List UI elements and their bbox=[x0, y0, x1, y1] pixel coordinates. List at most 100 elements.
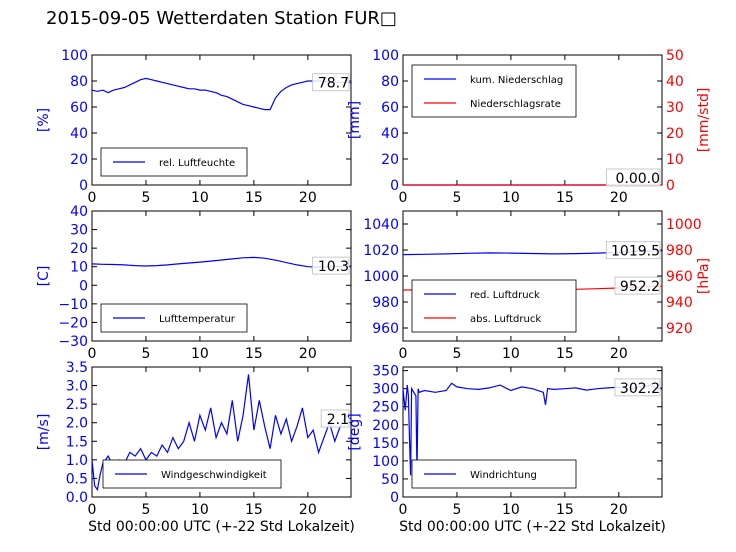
pressure-y2-tick-label: 960 bbox=[666, 269, 693, 285]
pressure-y2-tick-label: 1000 bbox=[666, 217, 702, 233]
temperature-x-tick-label: 10 bbox=[191, 346, 209, 362]
wind-speed-y-tick-label: 0.0 bbox=[66, 490, 88, 506]
precipitation-y2-tick-label: 50 bbox=[666, 48, 684, 64]
wind-speed-annotation: 2.1 bbox=[327, 412, 349, 428]
precipitation-annotation: 0.00.0 bbox=[615, 171, 660, 187]
wind-direction-series-line-0 bbox=[402, 382, 663, 476]
pressure-legend-label: abs. Luftdruck bbox=[470, 314, 541, 325]
humidity-x-tick-label: 20 bbox=[299, 190, 317, 206]
temperature-y-tick-label: 40 bbox=[70, 204, 88, 220]
pressure-legend-box bbox=[411, 279, 577, 333]
pressure-x-tick-label: 5 bbox=[452, 346, 461, 362]
precipitation-y-axis-label: [mm] bbox=[347, 101, 363, 139]
wind-speed-y-tick-label: 2.5 bbox=[66, 397, 88, 413]
humidity-x-tick-label: 5 bbox=[141, 190, 150, 206]
wind-speed-annotation-box bbox=[320, 409, 350, 428]
precipitation-y-tick-label: 60 bbox=[381, 100, 399, 116]
wind-direction-x-tick-label: 20 bbox=[610, 502, 628, 518]
wind-speed-x-tick-label: 20 bbox=[299, 502, 317, 518]
precipitation-x-tick-label: 0 bbox=[399, 190, 408, 206]
temperature-annotation: 10.3 bbox=[318, 259, 349, 275]
precipitation-y-tick-label: 100 bbox=[372, 48, 399, 64]
temperature-y-tick-label: −30 bbox=[58, 334, 88, 350]
pressure-y2-tick-label: 940 bbox=[666, 295, 693, 311]
precipitation-y-tick-label: 20 bbox=[381, 152, 399, 168]
humidity-x-tick-label: 0 bbox=[88, 190, 97, 206]
pressure-y-tick-label: 1040 bbox=[363, 217, 399, 233]
wind-speed-y-axis-label: [m/s] bbox=[36, 414, 52, 451]
wind-direction-y-axis-label: [deg] bbox=[347, 413, 363, 450]
humidity-y-tick-label: 40 bbox=[70, 126, 88, 142]
wind-direction-annotation: 302.2 bbox=[620, 381, 660, 397]
precipitation-y2-tick-label: 40 bbox=[666, 74, 684, 90]
temperature-x-tick-label: 20 bbox=[299, 346, 317, 362]
wind-direction-legend-label: Windrichtung bbox=[470, 470, 537, 481]
precipitation-y-tick-label: 80 bbox=[381, 74, 399, 90]
humidity-annotation: 78.7 bbox=[318, 76, 349, 92]
temperature-y-tick-label: 20 bbox=[70, 241, 88, 257]
humidity-y-tick-label: 20 bbox=[70, 152, 88, 168]
humidity-x-tick-label: 10 bbox=[191, 190, 209, 206]
pressure-y-tick-label: 960 bbox=[372, 321, 399, 337]
temperature-y-tick-label: −20 bbox=[58, 315, 88, 331]
wind-direction-x-axis-label: Std 00:00:00 UTC (+-22 Std Lokalzeit) bbox=[399, 519, 666, 535]
pressure-y2-axis-label: [hPa] bbox=[696, 258, 712, 294]
humidity-y-axis-label: [%] bbox=[36, 108, 52, 132]
pressure-y-tick-label: 1000 bbox=[363, 269, 399, 285]
wind-speed-y-tick-label: 3.5 bbox=[66, 360, 88, 376]
precipitation-legend-label: kum. Niederschlag bbox=[470, 75, 563, 86]
wind-direction-y-tick-label: 200 bbox=[372, 418, 399, 434]
pressure-annotation: 1019.5 bbox=[611, 244, 660, 260]
precipitation-y2-tick-label: 20 bbox=[666, 126, 684, 142]
humidity-x-tick-label: 15 bbox=[245, 190, 263, 206]
temperature-y-tick-label: 30 bbox=[70, 223, 88, 239]
wind-speed-x-tick-label: 0 bbox=[88, 502, 97, 518]
figure-title: 2015-09-05 Wetterdaten Station FUR□ bbox=[46, 8, 397, 29]
temperature-x-tick-label: 0 bbox=[88, 346, 97, 362]
pressure-annotation-box bbox=[614, 276, 661, 295]
temperature-x-tick-label: 5 bbox=[141, 346, 150, 362]
wind-direction-y-tick-label: 100 bbox=[372, 454, 399, 470]
wind-speed-y-tick-label: 3.0 bbox=[66, 379, 88, 395]
precipitation-y-tick-label: 40 bbox=[381, 126, 399, 142]
humidity-y-tick-label: 60 bbox=[70, 100, 88, 116]
wind-speed-y-tick-label: 2.0 bbox=[66, 416, 88, 432]
pressure-x-tick-label: 0 bbox=[399, 346, 408, 362]
wind-direction-x-tick-label: 15 bbox=[556, 502, 574, 518]
temperature-x-tick-label: 15 bbox=[245, 346, 263, 362]
pressure-x-tick-label: 20 bbox=[610, 346, 628, 362]
wind-direction-x-tick-label: 5 bbox=[452, 502, 461, 518]
temperature-annotation-box bbox=[312, 256, 350, 275]
wind-direction-annotation-box bbox=[614, 378, 661, 397]
precipitation-x-tick-label: 15 bbox=[556, 190, 574, 206]
wind-direction-x-tick-label: 0 bbox=[399, 502, 408, 518]
precipitation-legend-box bbox=[411, 64, 577, 118]
precipitation-y-tick-label: 0 bbox=[390, 178, 399, 194]
wind-direction-x-tick-label: 10 bbox=[502, 502, 520, 518]
humidity-series-line-0 bbox=[91, 77, 352, 111]
humidity-y-tick-label: 0 bbox=[79, 178, 88, 194]
pressure-y-tick-label: 980 bbox=[372, 295, 399, 311]
precipitation-y2-tick-label: 10 bbox=[666, 152, 684, 168]
temperature-y-tick-label: 10 bbox=[70, 260, 88, 276]
humidity-y-tick-label: 80 bbox=[70, 74, 88, 90]
precipitation-annotation-box bbox=[605, 168, 661, 187]
wind-direction-y-tick-label: 150 bbox=[372, 436, 399, 452]
pressure-y-tick-label: 1020 bbox=[363, 243, 399, 259]
humidity-legend-label: rel. Luftfeuchte bbox=[159, 158, 235, 169]
precipitation-x-tick-label: 20 bbox=[610, 190, 628, 206]
precipitation-y2-tick-label: 30 bbox=[666, 100, 684, 116]
wind-direction-y-tick-label: 300 bbox=[372, 382, 399, 398]
precipitation-legend-label: Niederschlagsrate bbox=[470, 99, 561, 110]
wind-speed-x-tick-label: 5 bbox=[141, 502, 150, 518]
wind-speed-y-tick-label: 0.5 bbox=[66, 471, 88, 487]
wind-direction-y-tick-label: 50 bbox=[381, 472, 399, 488]
pressure-y2-tick-label: 980 bbox=[666, 243, 693, 259]
temperature-series-line-0 bbox=[91, 256, 352, 268]
wind-speed-y-tick-label: 1.5 bbox=[66, 434, 88, 450]
pressure-x-tick-label: 10 bbox=[502, 346, 520, 362]
humidity-y-tick-label: 100 bbox=[61, 48, 88, 64]
humidity-annotation-box bbox=[312, 73, 350, 92]
wind-direction-y-tick-label: 0 bbox=[390, 490, 399, 506]
